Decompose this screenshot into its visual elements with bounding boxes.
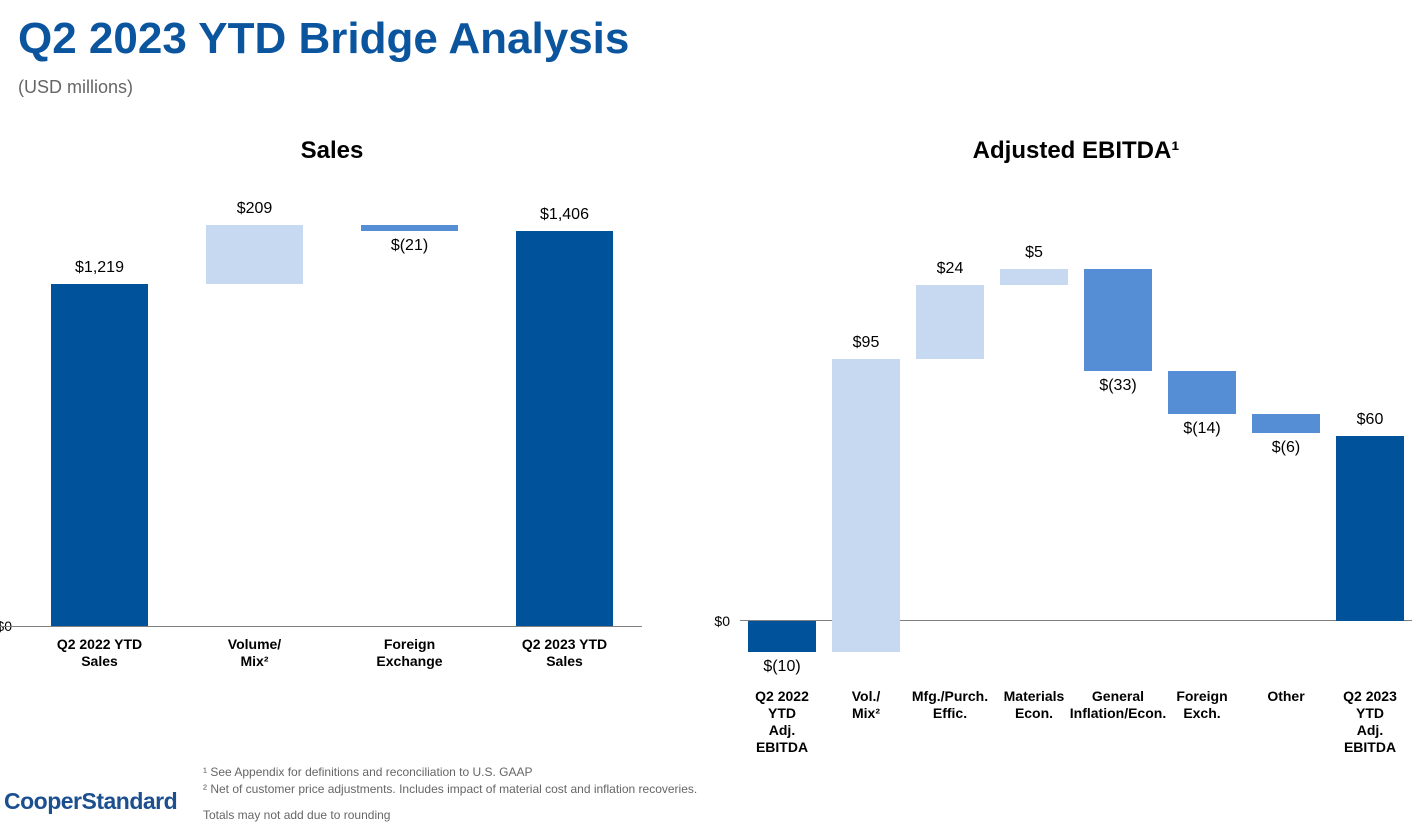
x-tick-label: Foreign Exch. — [1176, 688, 1228, 721]
bar — [205, 225, 304, 284]
x-tick-label: Q2 2022 YTD Sales — [56, 636, 143, 669]
x-tick-label: Materials Econ. — [1003, 688, 1065, 721]
data-label: $(14) — [1183, 420, 1221, 438]
y-tick-label: $0 — [714, 612, 730, 629]
x-tick-label: Other — [1267, 688, 1305, 704]
data-label: $24 — [936, 259, 964, 277]
x-tick-label: Volume/ Mix² — [227, 636, 282, 669]
chart-title: Sales — [300, 137, 364, 164]
bar — [50, 283, 149, 626]
bar — [1252, 414, 1320, 433]
bar — [748, 620, 816, 652]
data-label: $1,219 — [75, 258, 124, 276]
bar — [832, 358, 900, 652]
data-label: $(10) — [763, 657, 801, 675]
bar — [1084, 269, 1152, 372]
bar — [916, 284, 984, 359]
bar — [1336, 435, 1404, 621]
footnote: Totals may not add due to rounding — [203, 808, 391, 822]
x-tick-label: Vol./ Mix² — [851, 688, 881, 721]
bar — [1000, 269, 1068, 285]
data-label: $209 — [236, 200, 273, 218]
data-label: $(21) — [390, 237, 429, 255]
axis-line — [740, 620, 1412, 622]
chart-title: Adjusted EBITDA¹ — [972, 137, 1180, 164]
page-title: Q2 2023 YTD Bridge Analysis — [18, 14, 630, 63]
x-tick-label: Mfg./Purch. Effic. — [911, 688, 989, 721]
data-label: $5 — [1025, 244, 1043, 262]
data-label: $95 — [852, 333, 880, 351]
x-tick-label: Q2 2023 YTD Adj. EBITDA — [1343, 688, 1397, 755]
data-label: $(33) — [1099, 377, 1137, 395]
bar — [360, 225, 459, 232]
data-label: $60 — [1356, 410, 1384, 428]
bar — [1168, 371, 1236, 415]
axis-line — [0, 625, 642, 627]
data-label: $1,406 — [540, 206, 589, 224]
logo: CooperStandard — [4, 788, 178, 814]
x-tick-label: Q2 2023 YTD Sales — [521, 636, 608, 669]
x-tick-label: General Inflation/Econ. — [1069, 688, 1167, 721]
page-subtitle: (USD millions) — [18, 77, 134, 97]
x-tick-label: Q2 2022 YTD Adj. EBITDA — [755, 688, 809, 755]
bar — [515, 231, 614, 626]
footnote: ¹ See Appendix for definitions and recon… — [203, 765, 533, 779]
x-tick-label: Foreign Exchange — [376, 636, 443, 669]
data-label: $(6) — [1271, 438, 1301, 456]
footnote: ² Net of customer price adjustments. Inc… — [203, 782, 698, 796]
